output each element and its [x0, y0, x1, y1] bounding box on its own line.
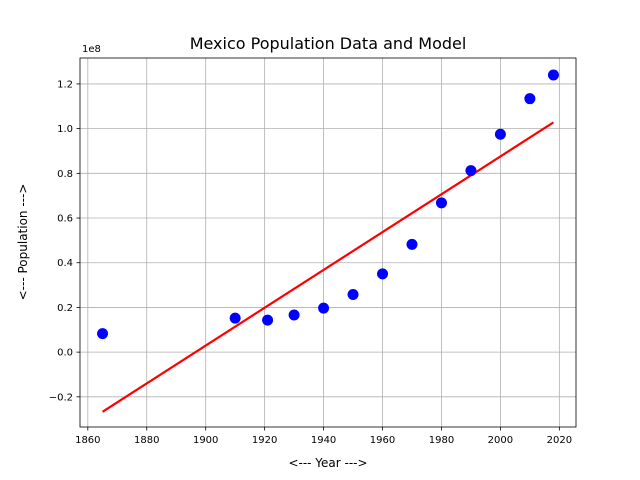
y-tick-label: 0.2 [57, 303, 73, 314]
data-point [97, 328, 109, 340]
data-point [406, 238, 418, 250]
y-tick-label: 0.4 [57, 258, 73, 269]
data-point [318, 302, 330, 314]
data-point [347, 288, 359, 300]
data-point [288, 309, 300, 321]
y-tick-label: 1.2 [57, 79, 73, 90]
x-tick-label: 1900 [193, 435, 218, 446]
data-points-layer [97, 69, 559, 340]
x-tick-label: 1980 [429, 435, 454, 446]
grid [80, 58, 576, 427]
plot-frame [79, 57, 577, 428]
x-tick-label: 1960 [370, 435, 395, 446]
y-tick-label: −0.2 [49, 392, 73, 403]
y-tick-label: 1.0 [57, 124, 73, 135]
data-point [524, 93, 536, 105]
model-line-layer [101, 121, 555, 413]
data-point [465, 165, 477, 177]
data-point [377, 268, 389, 280]
data-point [547, 69, 559, 81]
x-tick-label: 1880 [134, 435, 159, 446]
y-axis-ticks: −0.2 0.0 0.2 0.4 0.6 0.8 1.0 1.2 [49, 79, 80, 403]
y-axis-offset-label: 1e8 [82, 44, 101, 55]
x-tick-label: 2000 [488, 435, 513, 446]
x-tick-label: 1940 [311, 435, 336, 446]
y-tick-label: 0.8 [57, 169, 73, 180]
y-tick-label: 0.0 [57, 348, 73, 359]
model-line [101, 121, 555, 413]
x-tick-label: 2020 [547, 435, 572, 446]
chart-title: Mexico Population Data and Model [190, 34, 467, 53]
data-point [262, 314, 274, 326]
y-tick-label: 0.6 [57, 214, 73, 225]
data-point [494, 128, 506, 140]
data-point [229, 312, 241, 324]
x-tick-label: 1920 [252, 435, 277, 446]
x-axis-label: <--- Year ---> [288, 456, 367, 470]
x-tick-label: 1860 [75, 435, 100, 446]
x-axis-ticks: 1860 1880 1900 1920 1940 1960 1980 2000 2020 [75, 427, 572, 446]
data-point [435, 197, 447, 209]
y-axis-label: <--- Population ---> [16, 184, 30, 301]
